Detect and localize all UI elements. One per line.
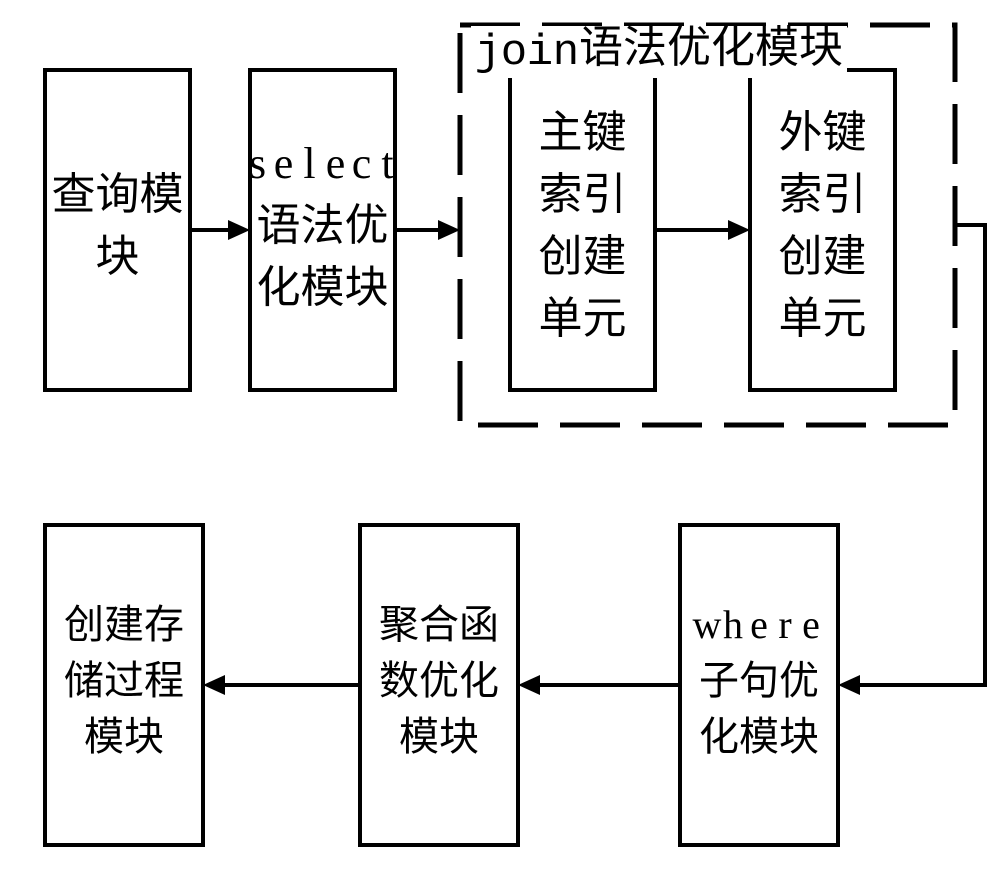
box-text-agg-line0: 聚合函 (379, 602, 499, 647)
box-select: select语法优化模块 (249, 70, 395, 390)
box-text-where-line1: 子句优 (699, 658, 819, 703)
box-text-pk-line2: 创建 (539, 232, 627, 281)
box-pk: 主键索引创建单元 (510, 70, 655, 390)
box-text-where-line2: 化模块 (699, 714, 819, 759)
box-fk: 外键索引创建单元 (750, 70, 895, 390)
arrow-head (518, 675, 540, 695)
join-module-label-text: join语法优化模块 (475, 23, 843, 78)
box-text-fk-line0: 外键 (779, 108, 867, 157)
box-text-fk-line2: 创建 (779, 232, 867, 281)
box-rect-query (45, 70, 190, 390)
box-text-select-line1: 语法优 (257, 201, 389, 250)
box-text-fk-line1: 索引 (779, 170, 867, 219)
box-text-fk-line3: 单元 (779, 294, 867, 343)
box-text-agg-line1: 数优化 (379, 658, 499, 703)
box-text-query-line0: 查询模 (52, 170, 184, 219)
arrow-head (838, 675, 860, 695)
box-storage: 创建存储过程模块 (45, 525, 203, 845)
box-text-pk-line0: 主键 (539, 108, 627, 157)
box-text-pk-line1: 索引 (539, 170, 627, 219)
arrow-head (728, 220, 750, 240)
box-text-storage-line1: 储过程 (64, 658, 184, 703)
box-text-agg-line2: 模块 (399, 714, 479, 759)
diagram-canvas: 查询模块select语法优化模块主键索引创建单元外键索引创建单元创建存储过程模块… (0, 0, 1000, 890)
box-agg: 聚合函数优化模块 (360, 525, 518, 845)
box-text-storage-line0: 创建存 (64, 602, 184, 647)
join-module-label: join语法优化模块 (471, 23, 847, 78)
arrow-head (228, 220, 250, 240)
box-where: where子句优化模块 (680, 525, 838, 845)
box-query: 查询模块 (45, 70, 190, 390)
box-text-pk-line3: 单元 (539, 294, 627, 343)
arrow-head (203, 675, 225, 695)
arrow-head (438, 220, 460, 240)
box-text-query-line1: 块 (96, 232, 140, 281)
box-text-select-line2: 化模块 (257, 263, 389, 312)
box-text-storage-line2: 模块 (84, 714, 164, 759)
